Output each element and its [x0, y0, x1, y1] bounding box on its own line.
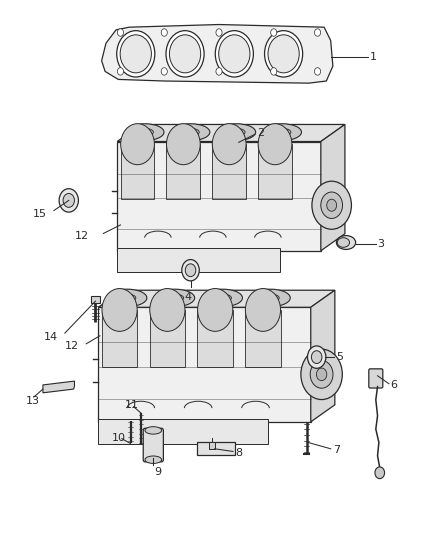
Text: 5: 5 — [336, 352, 343, 362]
Circle shape — [311, 351, 322, 364]
Polygon shape — [43, 381, 74, 393]
Circle shape — [301, 349, 343, 400]
Ellipse shape — [250, 289, 290, 306]
FancyBboxPatch shape — [258, 144, 292, 199]
FancyBboxPatch shape — [102, 310, 137, 367]
Circle shape — [312, 181, 351, 229]
Ellipse shape — [126, 124, 164, 141]
Ellipse shape — [155, 289, 194, 306]
Circle shape — [185, 264, 196, 277]
Ellipse shape — [166, 294, 184, 302]
Polygon shape — [102, 25, 333, 83]
FancyBboxPatch shape — [99, 419, 268, 445]
Circle shape — [212, 124, 246, 165]
Text: 10: 10 — [112, 433, 126, 442]
Ellipse shape — [217, 124, 256, 141]
Circle shape — [117, 30, 155, 77]
Ellipse shape — [337, 238, 350, 247]
Polygon shape — [117, 141, 321, 251]
Circle shape — [327, 199, 337, 211]
Text: 4: 4 — [185, 292, 192, 302]
Circle shape — [102, 288, 137, 332]
Circle shape — [314, 29, 321, 36]
FancyBboxPatch shape — [198, 310, 233, 367]
Ellipse shape — [202, 289, 243, 306]
Circle shape — [216, 68, 222, 75]
Ellipse shape — [274, 128, 291, 136]
Ellipse shape — [107, 289, 147, 306]
Circle shape — [59, 189, 78, 212]
Ellipse shape — [145, 426, 162, 434]
Circle shape — [265, 30, 303, 77]
FancyBboxPatch shape — [212, 144, 246, 199]
Polygon shape — [99, 290, 335, 307]
Circle shape — [117, 29, 124, 36]
Text: 13: 13 — [25, 396, 39, 406]
Text: 2: 2 — [257, 128, 264, 138]
Circle shape — [316, 368, 327, 381]
Circle shape — [310, 360, 333, 388]
Circle shape — [198, 288, 233, 332]
FancyBboxPatch shape — [197, 442, 235, 455]
Text: 8: 8 — [235, 448, 242, 457]
Ellipse shape — [136, 128, 153, 136]
Circle shape — [150, 288, 185, 332]
Text: 3: 3 — [378, 239, 385, 248]
Text: 11: 11 — [125, 400, 139, 410]
Circle shape — [375, 467, 385, 479]
FancyBboxPatch shape — [369, 369, 383, 388]
Circle shape — [314, 68, 321, 75]
Ellipse shape — [171, 124, 210, 141]
Circle shape — [268, 35, 299, 73]
Circle shape — [182, 260, 199, 281]
FancyBboxPatch shape — [245, 310, 281, 367]
Ellipse shape — [336, 236, 356, 249]
Circle shape — [321, 192, 343, 219]
Circle shape — [170, 35, 201, 73]
Circle shape — [307, 346, 326, 368]
FancyBboxPatch shape — [150, 310, 185, 367]
FancyBboxPatch shape — [91, 296, 100, 303]
Circle shape — [120, 124, 155, 165]
Ellipse shape — [263, 124, 301, 141]
Text: 15: 15 — [33, 209, 47, 219]
Circle shape — [215, 30, 253, 77]
Circle shape — [117, 68, 124, 75]
Circle shape — [161, 29, 167, 36]
Circle shape — [245, 288, 281, 332]
Circle shape — [216, 29, 222, 36]
Ellipse shape — [213, 294, 231, 302]
Circle shape — [271, 29, 277, 36]
Circle shape — [166, 124, 200, 165]
Text: 7: 7 — [333, 445, 340, 455]
Circle shape — [219, 35, 250, 73]
Text: 12: 12 — [74, 231, 88, 240]
Polygon shape — [117, 124, 345, 141]
Text: 9: 9 — [154, 467, 161, 477]
FancyBboxPatch shape — [166, 144, 200, 199]
Polygon shape — [321, 124, 345, 251]
FancyBboxPatch shape — [143, 429, 163, 462]
FancyBboxPatch shape — [117, 248, 280, 272]
FancyBboxPatch shape — [120, 144, 155, 199]
Ellipse shape — [118, 294, 136, 302]
Text: 1: 1 — [370, 52, 377, 62]
Ellipse shape — [261, 294, 279, 302]
Circle shape — [161, 68, 167, 75]
Circle shape — [63, 193, 74, 207]
Text: 6: 6 — [391, 381, 398, 390]
Polygon shape — [99, 307, 311, 422]
Ellipse shape — [228, 128, 245, 136]
Circle shape — [120, 35, 152, 73]
Polygon shape — [311, 290, 335, 422]
Circle shape — [166, 30, 204, 77]
Ellipse shape — [145, 456, 162, 463]
FancyBboxPatch shape — [209, 442, 215, 449]
Circle shape — [258, 124, 292, 165]
Ellipse shape — [182, 128, 199, 136]
Text: 14: 14 — [44, 332, 58, 342]
Circle shape — [271, 68, 277, 75]
Text: 12: 12 — [65, 342, 79, 351]
